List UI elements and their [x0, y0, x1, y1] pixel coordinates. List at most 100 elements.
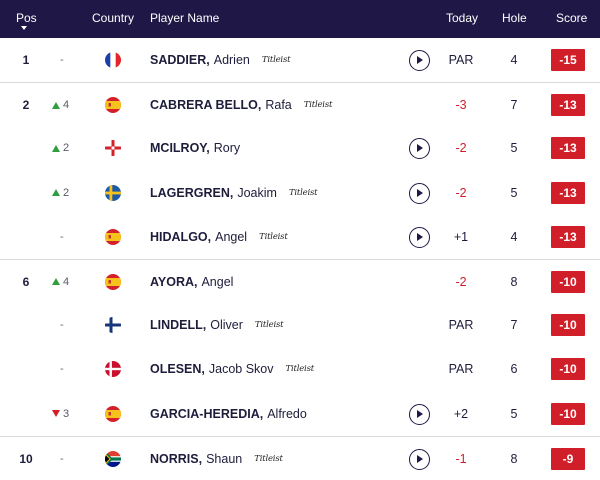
- position-movement: -: [52, 215, 82, 259]
- player-surname: SADDIER,: [150, 53, 210, 67]
- today-score: -2: [455, 274, 467, 289]
- position: 10: [19, 451, 33, 466]
- player-first-name: Alfredo: [267, 406, 307, 421]
- player-surname: OLESEN,: [150, 362, 205, 377]
- player-first-name: Rafa: [265, 98, 292, 113]
- position-change: 4: [63, 275, 70, 288]
- sponsor-logo: Titleist: [259, 231, 288, 242]
- player-name[interactable]: OLESEN, Jacob Skov Titleist: [150, 347, 314, 391]
- position: [16, 303, 36, 347]
- sponsor-logo: Titleist: [288, 187, 318, 198]
- player-surname: NORRIS,: [150, 451, 203, 466]
- position-movement: 3: [52, 392, 82, 436]
- table-row[interactable]: 2 4 CABRERA BELLO, Rafa Titleist -3 7 -13: [0, 82, 600, 126]
- position-movement: 2: [52, 126, 82, 170]
- player-name[interactable]: HIDALGO, Angel Titleist: [150, 215, 288, 259]
- position-movement: -: [52, 347, 82, 391]
- position-movement: -: [52, 303, 82, 347]
- sort-descending-icon[interactable]: [21, 26, 27, 30]
- flag-south-africa-icon: [105, 450, 121, 467]
- today-score: +1: [453, 229, 469, 244]
- player-first-name: Joakim: [237, 185, 277, 200]
- total-score-badge: -10: [551, 314, 585, 337]
- play-video-icon[interactable]: [409, 182, 430, 204]
- position-change: -: [60, 452, 64, 465]
- hole-number: 5: [510, 141, 518, 156]
- table-row[interactable]: - HIDALGO, Angel Titleist +1 4 -13: [0, 215, 600, 259]
- total-score-badge: -13: [551, 181, 585, 204]
- position: [16, 171, 36, 215]
- position-change: -: [60, 319, 64, 332]
- hole-number: 8: [510, 274, 518, 289]
- position-movement: -: [52, 38, 82, 82]
- hole-number: 8: [510, 451, 518, 466]
- hole-number: 5: [510, 185, 518, 200]
- flag-denmark-icon: [105, 361, 121, 378]
- position-change: 4: [63, 99, 70, 112]
- column-header-hole[interactable]: Hole: [502, 11, 527, 25]
- column-header-today[interactable]: Today: [446, 11, 479, 25]
- play-video-icon[interactable]: [409, 138, 430, 160]
- total-score-badge: -13: [551, 137, 585, 160]
- table-row[interactable]: 10 - NORRIS, Shaun Titleist -1 8 -9: [0, 435, 600, 480]
- today-score: -2: [455, 185, 467, 200]
- table-row[interactable]: 3 GARCIA-HEREDIA, Alfredo +2 5 -10: [0, 392, 600, 436]
- column-header-country[interactable]: Country: [92, 11, 135, 25]
- hole-number: 5: [510, 406, 518, 421]
- position-up-icon: [52, 189, 60, 197]
- play-video-icon[interactable]: [409, 226, 430, 248]
- player-name[interactable]: LAGERGREN, Joakim Titleist: [150, 171, 318, 215]
- player-name[interactable]: SADDIER, Adrien Titleist: [150, 38, 291, 82]
- flag-finland-icon: [105, 317, 121, 334]
- player-surname: LAGERGREN,: [150, 185, 234, 200]
- player-surname: HIDALGO,: [150, 229, 212, 244]
- table-row[interactable]: 1 - SADDIER, Adrien Titleist PAR 4 -15: [0, 38, 600, 82]
- position: 1: [22, 53, 30, 67]
- play-video-icon[interactable]: [409, 50, 430, 71]
- play-video-icon[interactable]: [409, 403, 430, 425]
- total-score-badge: -9: [551, 447, 585, 470]
- player-first-name: Jacob Skov: [208, 362, 274, 377]
- player-name[interactable]: LINDELL, Oliver Titleist: [150, 303, 284, 347]
- position: 6: [22, 274, 30, 289]
- position-down-icon: [52, 410, 60, 417]
- position-up-icon: [52, 101, 60, 109]
- table-row[interactable]: - LINDELL, Oliver Titleist PAR 7 -10: [0, 303, 600, 347]
- position-movement: 4: [52, 260, 82, 304]
- table-row[interactable]: 2 MCILROY, Rory -2 5 -13: [0, 126, 600, 170]
- position: [16, 347, 36, 391]
- table-row[interactable]: 6 4 AYORA, Angel -2 8 -10: [0, 258, 600, 304]
- hole-number: 4: [510, 229, 518, 244]
- table-row[interactable]: - OLESEN, Jacob Skov Titleist PAR 6 -10: [0, 347, 600, 391]
- flag-spain-icon: [105, 228, 121, 245]
- column-header-player-name[interactable]: Player Name: [150, 11, 220, 25]
- play-video-icon[interactable]: [409, 448, 430, 470]
- flag-france-icon: [105, 52, 121, 68]
- sponsor-logo: Titleist: [254, 320, 284, 331]
- flag-spain-icon: [105, 273, 121, 290]
- table-row[interactable]: 2 LAGERGREN, Joakim Titleist -2 5 -13: [0, 171, 600, 215]
- position: 2: [22, 98, 30, 113]
- position-change: 3: [63, 407, 70, 420]
- position-change: -: [60, 230, 64, 243]
- player-name[interactable]: MCILROY, Rory: [150, 126, 240, 170]
- column-header-pos[interactable]: Pos: [16, 11, 37, 25]
- total-score-badge: -13: [551, 94, 585, 117]
- today-score: -2: [455, 141, 467, 156]
- player-surname: GARCIA-HEREDIA,: [150, 406, 264, 421]
- leaderboard-header: Pos Country Player Name Today Hole Score: [0, 0, 600, 38]
- player-name[interactable]: GARCIA-HEREDIA, Alfredo: [150, 392, 307, 436]
- position-change: 2: [63, 142, 70, 155]
- player-first-name: Shaun: [206, 451, 243, 466]
- hole-number: 6: [510, 362, 518, 377]
- total-score-badge: -13: [551, 225, 585, 248]
- player-name[interactable]: AYORA, Angel: [150, 260, 233, 304]
- today-score: +2: [453, 406, 469, 421]
- hole-number: 7: [510, 98, 518, 113]
- flag-northern-ireland-icon: [105, 140, 121, 157]
- player-name[interactable]: NORRIS, Shaun Titleist: [150, 437, 283, 480]
- position-change: -: [60, 363, 64, 376]
- player-name[interactable]: CABRERA BELLO, Rafa Titleist: [150, 83, 332, 127]
- column-header-score[interactable]: Score: [556, 11, 588, 25]
